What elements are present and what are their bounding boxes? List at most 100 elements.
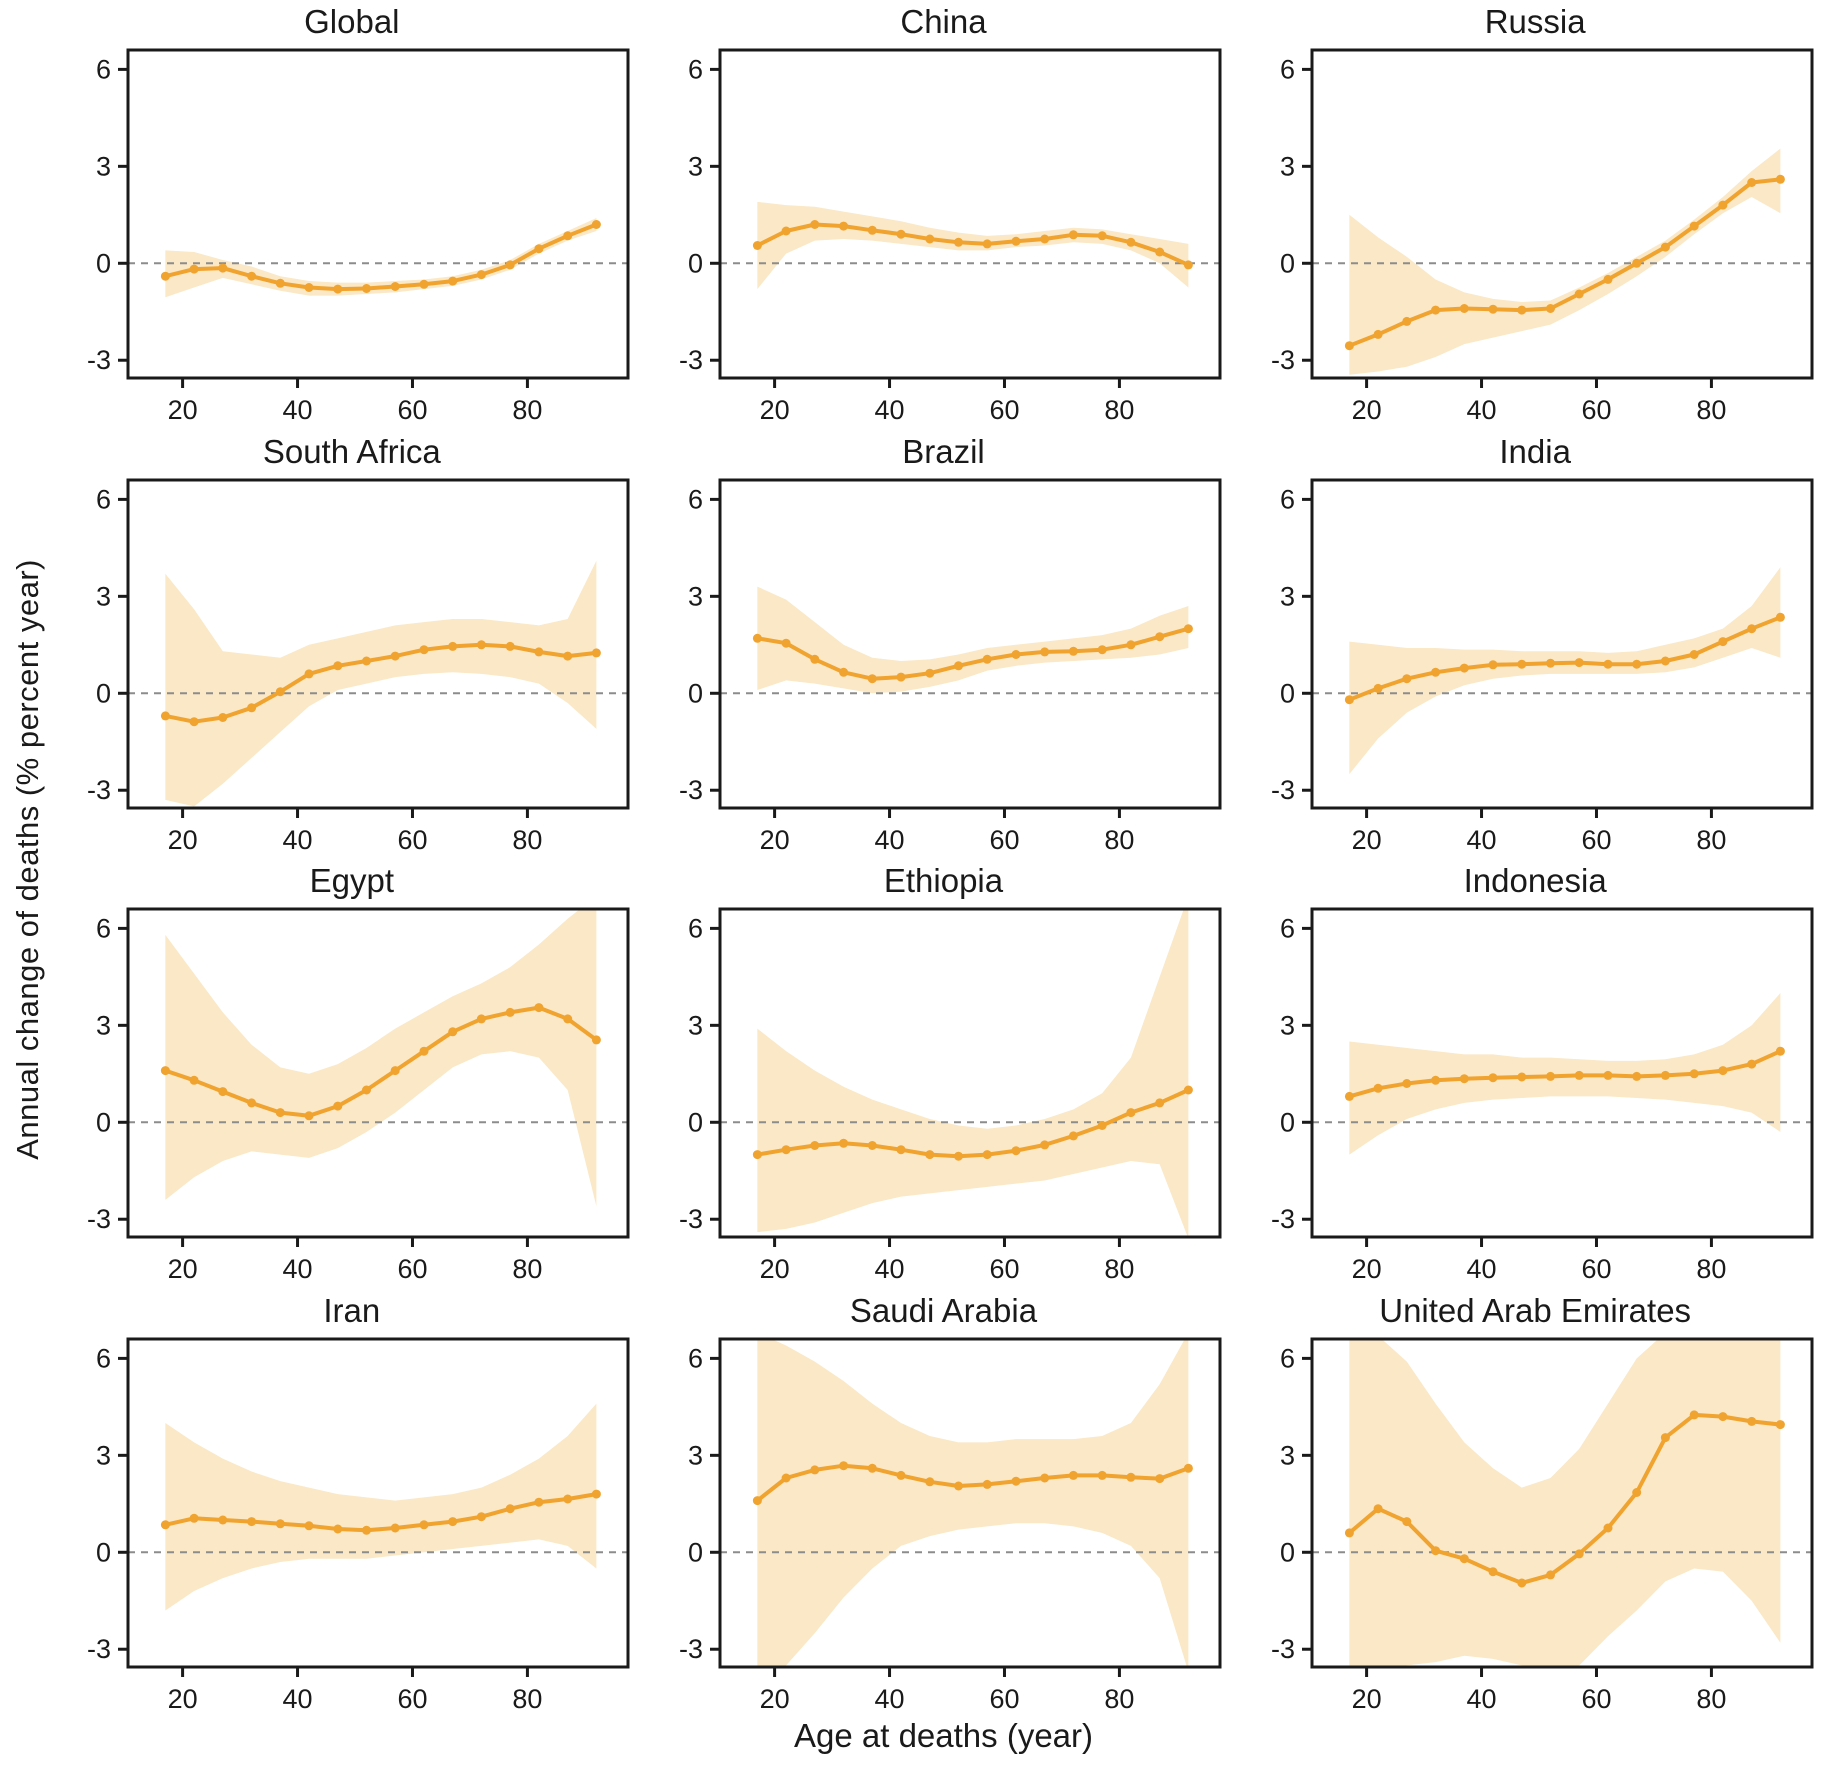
svg-text:-3: -3 [1271, 345, 1295, 375]
svg-text:80: 80 [1696, 825, 1726, 855]
plot-border [718, 478, 1222, 809]
chart-ethiopia: 20 40 60 80 6 3 0 -3 [679, 907, 1222, 1284]
svg-text:60: 60 [398, 1684, 428, 1714]
svg-text:40: 40 [1466, 395, 1496, 425]
panel-title: Ethiopia [883, 862, 1004, 899]
svg-text:0: 0 [688, 248, 703, 278]
series-line [163, 642, 599, 724]
svg-text:80: 80 [1696, 1254, 1726, 1284]
x-axis-label: Age at deaths (year) [794, 1717, 1093, 1754]
svg-text:3: 3 [688, 151, 703, 181]
series-line [755, 1088, 1191, 1159]
panel-egypt: Egypt 20 40 60 80 6 3 0 -3 [56, 859, 648, 1289]
confidence-band [165, 218, 597, 298]
panel-united-arab-emirates: United Arab Emirates 20 40 60 80 6 3 0 -3 [1239, 1289, 1831, 1719]
svg-text:40: 40 [283, 1684, 313, 1714]
series-line [755, 626, 1191, 681]
confidence-band [1349, 1338, 1781, 1667]
svg-text:3: 3 [96, 1440, 111, 1470]
panel-title: China [900, 3, 987, 40]
data-points [161, 1003, 602, 1121]
x-axis-ticks: 20 40 60 80 [168, 1666, 543, 1714]
svg-text:80: 80 [513, 1684, 543, 1714]
x-axis-ticks: 20 40 60 80 [760, 1237, 1134, 1284]
x-axis-ticks: 20 40 60 80 [1351, 807, 1726, 855]
x-axis-ticks: 20 40 60 80 [168, 807, 543, 855]
confidence-band [165, 560, 597, 806]
plot-border [1310, 478, 1814, 809]
svg-text:60: 60 [398, 825, 428, 855]
svg-text:40: 40 [1466, 1254, 1496, 1284]
series-line [1347, 1412, 1783, 1585]
y-axis-ticks: 6 3 0 -3 [87, 54, 129, 375]
y-axis-ticks: 6 3 0 -3 [679, 54, 720, 375]
chart-indonesia: 20 40 60 80 6 3 0 -3 [1271, 907, 1814, 1284]
panel-title: United Arab Emirates [1379, 1291, 1692, 1329]
plot-border [126, 907, 630, 1239]
series-line [1347, 177, 1783, 348]
x-axis-ticks: 20 40 60 80 [760, 378, 1134, 425]
svg-text:-3: -3 [1271, 1634, 1295, 1664]
series-line [163, 1005, 599, 1118]
confidence-band [1349, 993, 1781, 1155]
data-points [161, 639, 602, 726]
panel-brazil: Brazil 20 40 60 80 6 3 0 -3 [648, 430, 1240, 860]
confidence-band [1349, 566, 1781, 774]
series-line [755, 1463, 1191, 1503]
svg-text:80: 80 [1104, 395, 1134, 425]
chart-china: 20 40 60 80 6 3 0 -3 [679, 48, 1222, 425]
chart-global: 20 40 60 80 6 3 0 -3 [87, 48, 630, 425]
data-points [752, 1085, 1193, 1161]
panel-indonesia: Indonesia 20 40 60 80 6 3 0 -3 [1239, 859, 1831, 1289]
svg-text:40: 40 [283, 1254, 313, 1284]
svg-text:0: 0 [96, 678, 111, 708]
data-points [752, 1460, 1193, 1505]
x-axis-ticks: 20 40 60 80 [1351, 378, 1726, 425]
svg-text:20: 20 [1351, 1254, 1381, 1284]
chart-egypt: 20 40 60 80 6 3 0 -3 [87, 907, 630, 1284]
svg-text:20: 20 [168, 1254, 198, 1284]
svg-text:60: 60 [1581, 825, 1611, 855]
svg-text:40: 40 [1466, 825, 1496, 855]
y-axis-ticks: 6 3 0 -3 [1271, 913, 1312, 1234]
svg-text:80: 80 [513, 825, 543, 855]
svg-text:3: 3 [1280, 1440, 1295, 1470]
y-axis-ticks: 6 3 0 -3 [1271, 54, 1312, 375]
confidence-band [757, 201, 1189, 290]
panel-iran: Iran 20 40 60 80 6 3 0 -3 [56, 1289, 648, 1719]
y-axis-ticks: 6 3 0 -3 [87, 484, 129, 805]
svg-text:-3: -3 [87, 345, 111, 375]
svg-text:3: 3 [96, 151, 111, 181]
svg-text:20: 20 [168, 395, 198, 425]
x-axis-ticks: 20 40 60 80 [168, 1237, 543, 1284]
svg-text:60: 60 [398, 1254, 428, 1284]
svg-text:0: 0 [688, 1107, 703, 1137]
svg-text:60: 60 [1581, 395, 1611, 425]
svg-text:20: 20 [168, 1684, 198, 1714]
chart-india: 20 40 60 80 6 3 0 -3 [1271, 478, 1814, 855]
series-line [1347, 614, 1783, 702]
series-line [755, 222, 1191, 267]
svg-text:40: 40 [283, 395, 313, 425]
x-axis-label-strip: Age at deaths (year) [56, 1717, 1831, 1782]
panel-ethiopia: Ethiopia 20 40 60 80 6 3 0 -3 [648, 859, 1240, 1289]
svg-text:60: 60 [1581, 1254, 1611, 1284]
chart-brazil: 20 40 60 80 6 3 0 -3 [679, 478, 1222, 855]
chart-russia: 20 40 60 80 6 3 0 -3 [1271, 48, 1814, 425]
data-points [752, 220, 1193, 270]
svg-text:6: 6 [688, 54, 703, 84]
svg-text:6: 6 [96, 1343, 111, 1373]
plot-border [126, 478, 630, 809]
svg-text:60: 60 [989, 825, 1019, 855]
svg-text:60: 60 [989, 395, 1019, 425]
svg-text:6: 6 [688, 913, 703, 943]
svg-text:6: 6 [688, 1343, 703, 1373]
svg-text:-3: -3 [679, 1634, 703, 1664]
chart-iran: 20 40 60 80 6 3 0 -3 [87, 1337, 630, 1714]
confidence-band [757, 586, 1189, 693]
svg-text:0: 0 [688, 678, 703, 708]
data-points [752, 623, 1193, 683]
svg-text:80: 80 [513, 1254, 543, 1284]
svg-text:40: 40 [1466, 1684, 1496, 1714]
panel-grid: Global 20 40 60 80 6 3 0 -3 China 20 40 60 80 6 3 0 -3 Rus… [56, 0, 1831, 1718]
